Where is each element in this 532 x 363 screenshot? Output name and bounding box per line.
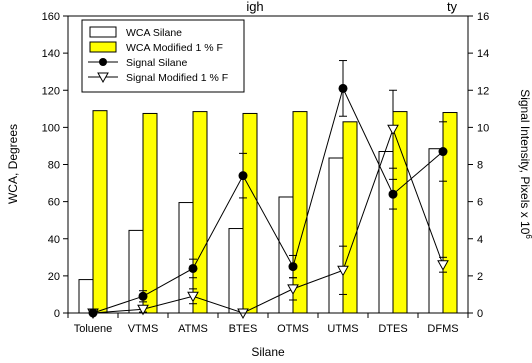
point-signal-modified [437, 260, 449, 271]
x-tick-label: DFMS [427, 323, 458, 335]
bar-wca-modified [342, 121, 358, 314]
x-tick-label: VTMS [128, 323, 159, 335]
bar-wca-silane [328, 157, 344, 314]
point-signal-modified [187, 291, 199, 303]
point-signal-silane [238, 171, 248, 181]
x-tick-label: ATMS [178, 323, 208, 335]
chart-title-right: ty [447, 0, 458, 14]
bar-wca-silane [78, 279, 94, 314]
y2-tick-label: 4 [477, 234, 483, 246]
y-tick-label: 120 [42, 85, 60, 97]
bar-layer [78, 110, 458, 314]
point-signal-modified [137, 304, 149, 316]
bar-wca-modified [392, 111, 408, 314]
y-tick-label: 140 [42, 48, 60, 60]
y-tick-label: 160 [42, 11, 60, 23]
bar-wca-modified [192, 111, 208, 314]
x-axis-title: Silane [251, 345, 285, 358]
point-signal-silane [438, 147, 448, 157]
y2-tick-label: 8 [477, 160, 483, 172]
point-signal-silane [138, 291, 148, 301]
point-signal-modified [337, 265, 349, 277]
x-tick-label: BTES [229, 323, 258, 335]
line-signal-silane [92, 86, 444, 314]
legend-marker-signal-modified [97, 72, 109, 84]
point-signal-silane [288, 262, 298, 272]
legend-label-wca-silane: WCA Silane [126, 27, 182, 39]
bar-wca-modified [92, 110, 108, 314]
point-signal-modified [387, 124, 399, 136]
bar-wca-modified [292, 111, 308, 314]
bar-wca-silane [378, 151, 394, 314]
axes-layer: 0 20 40 60 80 100 120 140 160 0 2 4 6 8 10 12 14 16 Toluen… [42, 11, 490, 335]
bar-wca-modified [142, 112, 158, 314]
chart-title: igh [246, 0, 263, 14]
y-axis-title: WCA, Degrees [6, 124, 20, 204]
bar-wca-silane [228, 228, 244, 314]
legend-label-signal-silane: Signal Silane [126, 57, 187, 69]
y-tick-label: 60 [48, 197, 60, 209]
legend-swatch-wca-silane [89, 26, 117, 38]
point-signal-silane [188, 263, 198, 273]
bar-wca-silane [428, 148, 444, 314]
y2-tick-label: 14 [477, 48, 489, 60]
legend-swatch-wca-modified [89, 41, 117, 53]
y2-tick-label: 2 [477, 271, 483, 283]
bar-wca-modified [442, 112, 458, 314]
x-tick-label: UTMS [327, 323, 358, 335]
y2-tick-label: 12 [477, 85, 489, 97]
y2-tick-label: 16 [477, 11, 489, 23]
y2-tick-label: 10 [477, 122, 489, 134]
y2-axis-title-exponent: 6 [524, 234, 532, 239]
line-signal-modified [92, 127, 444, 314]
y-tick-label: 20 [48, 271, 60, 283]
x-tick-label: OTMS [277, 323, 309, 335]
point-signal-modified [287, 284, 299, 295]
legend-marker-signal-silane [99, 58, 107, 66]
x-tick-label: DTES [378, 323, 407, 335]
y2-tick-label: 6 [477, 197, 483, 209]
point-signal-silane [338, 83, 348, 93]
y-tick-label: 80 [48, 160, 60, 172]
x-tick-label: Toluene [74, 323, 113, 335]
y-tick-label: 0 [54, 308, 60, 320]
legend-label-wca-modified: WCA Modified 1 % F [126, 42, 223, 54]
y-tick-label: 100 [42, 122, 60, 134]
y2-axis-title-main: Signal Intensity, Pixels x 10 [518, 89, 532, 235]
bar-wca-modified [242, 112, 258, 314]
y2-tick-label: 0 [477, 308, 483, 320]
legend-label-signal-modified: Signal Modified 1 % F [126, 72, 228, 84]
y-tick-label: 40 [48, 234, 60, 246]
legend: WCA Silane WCA Modified 1 % F Signal Silan… [81, 19, 245, 93]
y2-axis-title: Signal Intensity, Pixels x 106 [518, 89, 532, 239]
point-signal-silane [388, 189, 398, 199]
